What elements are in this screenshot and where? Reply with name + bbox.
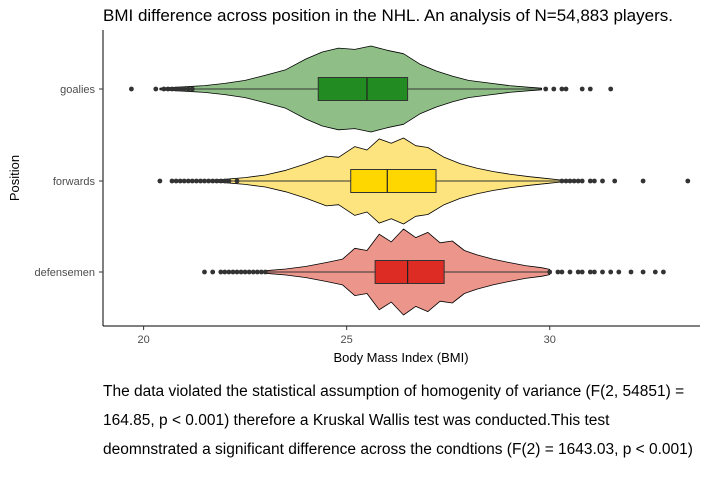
outlier-point-defensemen <box>559 269 565 275</box>
outlier-point-forwards <box>198 178 203 184</box>
caption-text: The data violated the statistical assump… <box>103 383 693 458</box>
outlier-point-defensemen <box>234 269 240 275</box>
box-defensemen <box>374 260 445 284</box>
chart-title: BMI difference across position in the NH… <box>103 6 673 25</box>
outlier-point-defensemen <box>579 269 585 275</box>
outlier-point-defensemen <box>592 269 597 275</box>
outlier-point-defensemen <box>616 269 622 275</box>
outlier-point-forwards <box>214 178 220 184</box>
outlier-point-defensemen <box>263 269 268 275</box>
outlier-point-forwards <box>210 178 216 184</box>
outlier-point-defensemen <box>222 269 228 275</box>
outlier-point-defensemen <box>555 269 561 275</box>
outlier-point-goalies <box>587 86 593 92</box>
outlier-point-goalies <box>579 86 585 92</box>
outlier-point-goalies <box>189 86 195 92</box>
outlier-point-goalies <box>185 86 191 92</box>
x-tick-label-30: 30 <box>544 334 556 346</box>
outlier-point-goalies <box>608 86 614 92</box>
outlier-point-defensemen <box>661 269 666 275</box>
outlier-point-forwards <box>202 178 207 184</box>
violin-chart: Body Mass Index (BMI) Position goalies fo… <box>7 30 700 365</box>
outlier-point-defensemen <box>254 269 260 275</box>
outlier-point-forwards <box>563 178 569 184</box>
outlier-point-defensemen <box>210 269 216 275</box>
outlier-point-forwards <box>185 178 191 184</box>
outlier-point-forwards <box>177 178 183 184</box>
outlier-point-defensemen <box>628 269 634 275</box>
box-forwards <box>350 169 437 193</box>
outlier-point-forwards <box>157 178 163 184</box>
outlier-point-defensemen <box>600 269 605 275</box>
outlier-point-forwards <box>559 178 565 184</box>
outlier-point-goalies <box>551 86 557 92</box>
outlier-point-forwards <box>587 178 593 184</box>
outlier-point-goalies <box>563 86 569 92</box>
outlier-point-defensemen <box>218 269 224 275</box>
outlier-point-forwards <box>579 178 585 184</box>
y-tick-label-forwards: forwards <box>53 176 96 188</box>
outlier-point-forwards <box>226 178 232 184</box>
outlier-point-forwards <box>169 178 175 184</box>
outlier-point-defensemen <box>238 269 244 275</box>
outlier-point-defensemen <box>250 269 256 275</box>
outlier-point-forwards <box>567 178 573 184</box>
outlier-point-defensemen <box>246 269 252 275</box>
outlier-point-goalies <box>181 86 187 92</box>
outlier-point-goalies <box>543 86 549 92</box>
outlier-point-defensemen <box>259 269 264 275</box>
outlier-point-forwards <box>640 178 646 184</box>
outlier-point-defensemen <box>242 269 248 275</box>
outlier-point-forwards <box>612 178 618 184</box>
outlier-point-defensemen <box>226 269 232 275</box>
outlier-point-goalies <box>129 86 134 92</box>
outlier-point-goalies <box>153 86 159 92</box>
plot-layer <box>129 45 691 316</box>
y-tick-label-defensemen: defensemen <box>34 267 95 279</box>
outlier-point-forwards <box>181 178 187 184</box>
outlier-point-goalies <box>161 86 167 92</box>
outlier-point-defensemen <box>608 269 614 275</box>
outlier-point-defensemen <box>202 269 207 275</box>
outlier-point-forwards <box>234 178 240 184</box>
outlier-point-forwards <box>592 178 597 184</box>
axis-layer <box>99 30 700 330</box>
outlier-point-defensemen <box>567 269 573 275</box>
outlier-point-defensemen <box>230 269 236 275</box>
outlier-point-forwards <box>194 178 199 184</box>
outlier-point-goalies <box>165 86 171 92</box>
x-tick-label-20: 20 <box>137 334 149 346</box>
outlier-point-forwards <box>173 178 179 184</box>
box-goalies <box>317 77 409 101</box>
outlier-point-defensemen <box>652 269 658 275</box>
outlier-point-forwards <box>571 178 577 184</box>
outlier-point-goalies <box>177 86 183 92</box>
outlier-point-forwards <box>600 178 605 184</box>
outlier-point-defensemen <box>547 269 553 275</box>
x-axis-title: Body Mass Index (BMI) <box>333 350 468 365</box>
outlier-point-forwards <box>189 178 195 184</box>
outlier-point-goalies <box>559 86 565 92</box>
outlier-point-forwards <box>206 178 212 184</box>
outlier-point-defensemen <box>640 269 646 275</box>
outlier-point-forwards <box>685 178 691 184</box>
y-axis-title: Position <box>7 155 22 201</box>
outlier-point-forwards <box>222 178 228 184</box>
violin-group-forwards <box>157 137 691 225</box>
outlier-point-defensemen <box>575 269 581 275</box>
y-tick-label-goalies: goalies <box>60 84 95 96</box>
violin-group-goalies <box>129 45 614 133</box>
outlier-point-forwards <box>575 178 581 184</box>
outlier-point-forwards <box>218 178 224 184</box>
outlier-point-goalies <box>173 86 179 92</box>
x-tick-label-25: 25 <box>341 334 353 346</box>
outlier-point-defensemen <box>587 269 593 275</box>
outlier-point-goalies <box>169 86 175 92</box>
violin-group-defensemen <box>202 228 666 316</box>
